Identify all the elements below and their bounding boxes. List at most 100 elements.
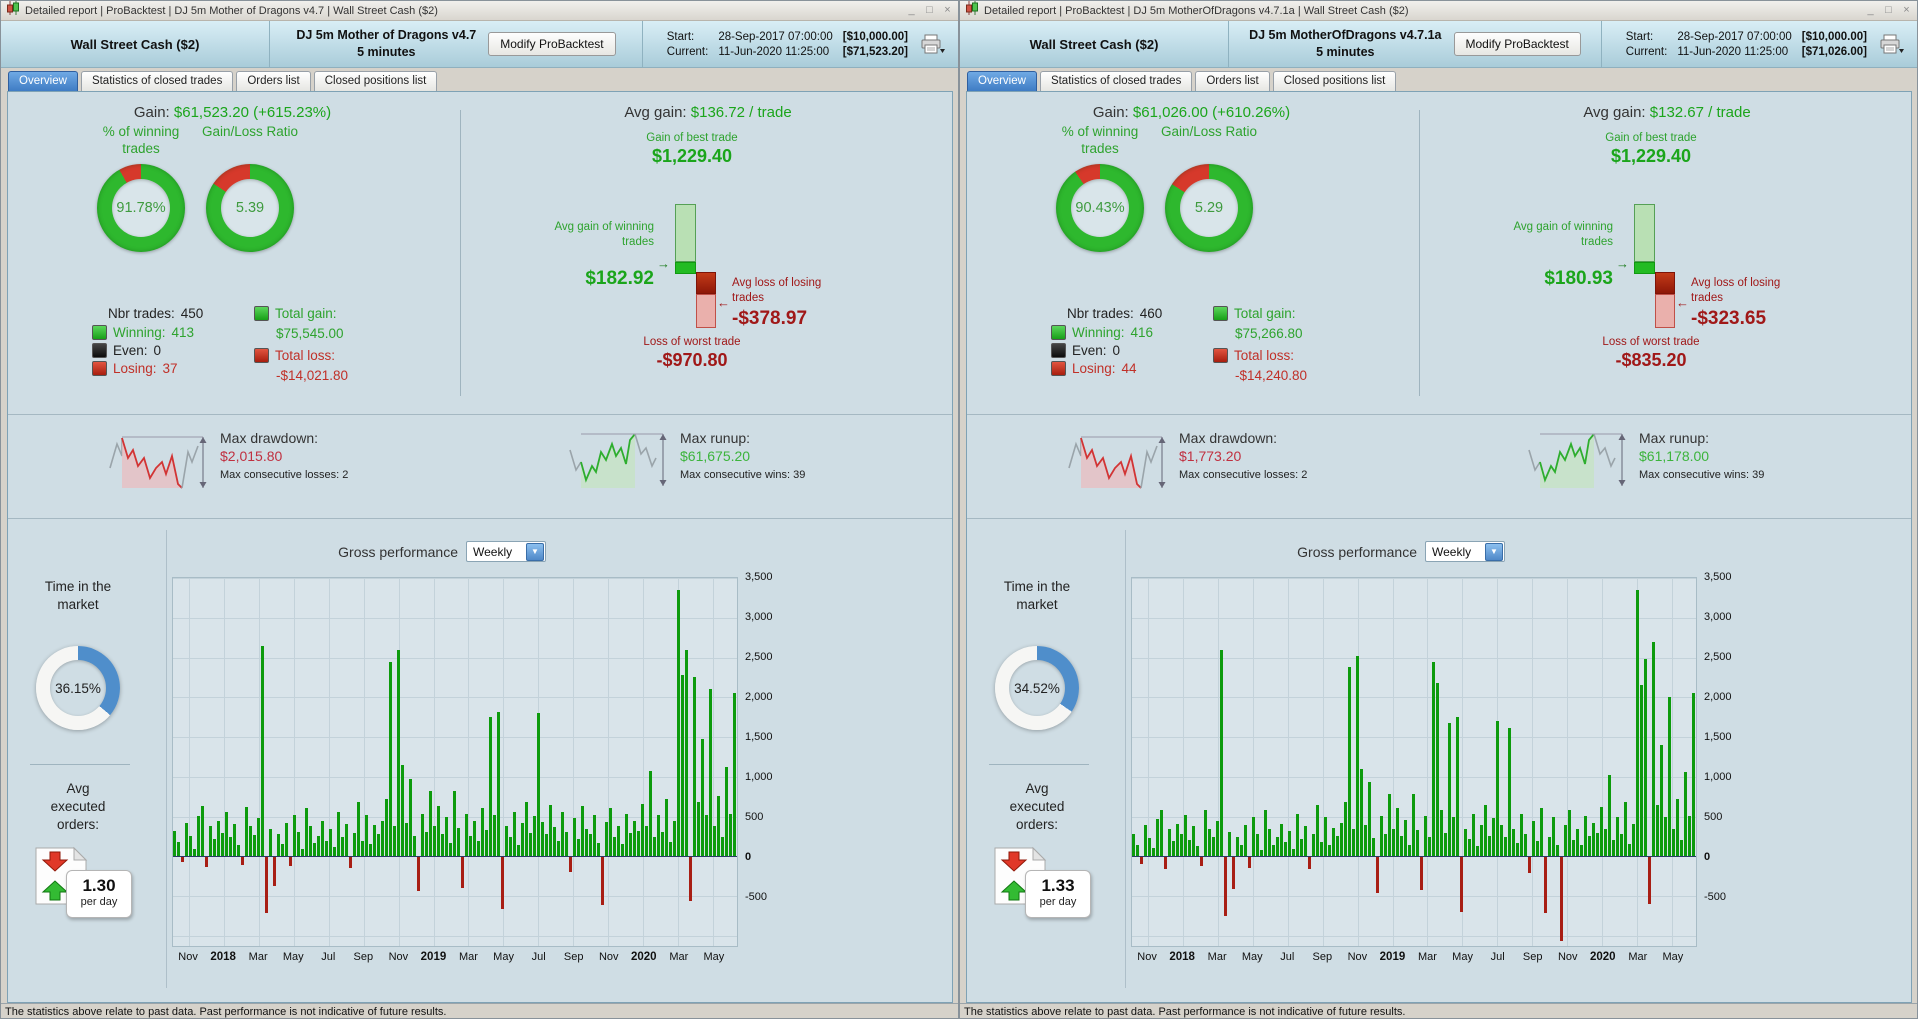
x-tick-label: May <box>703 951 725 963</box>
modify-probacktest-button[interactable]: Modify ProBacktest <box>1453 32 1581 56</box>
chart-bar <box>1148 838 1152 857</box>
close-icon[interactable]: × <box>1903 4 1910 16</box>
losing-swatch <box>92 361 107 376</box>
chart-bar <box>1240 845 1244 857</box>
avg-loss-bar <box>696 272 716 294</box>
titlebar[interactable]: Detailed report | ProBacktest | DJ 5m Mo… <box>960 1 1917 21</box>
chart-bar <box>1304 826 1308 857</box>
chevron-down-icon[interactable]: ▼ <box>1485 542 1503 561</box>
avg-loss-bar <box>1655 272 1675 294</box>
chart-bar <box>501 857 505 910</box>
zero-axis-line <box>1132 856 1696 858</box>
chart-x-axis: Nov 2018 Mar May Jul Sep Nov 2019 Mar May Jul Sep No… <box>1131 951 1697 967</box>
winning-trades-donut: 90.43% <box>1056 164 1144 252</box>
y-tick-label: 1,000 <box>1704 771 1732 783</box>
chart-bar <box>1628 843 1632 857</box>
gain-label: Gain: <box>133 104 170 121</box>
chart-bar <box>669 842 673 857</box>
minimize-icon[interactable]: _ <box>1867 4 1874 16</box>
x-tick-label: 2020 <box>1590 951 1616 963</box>
tab-orders-list[interactable]: Orders list <box>1195 71 1270 91</box>
total-gain-value: $75,266.80 <box>1235 326 1303 341</box>
y-tick-label: 0 <box>745 851 752 863</box>
chart-bar <box>1144 825 1148 857</box>
chart-bar <box>1632 823 1636 857</box>
chart-bar <box>1516 842 1520 857</box>
tab-orders-list[interactable]: Orders list <box>236 71 311 91</box>
chart-bar <box>1136 844 1140 857</box>
winning-swatch <box>92 325 107 340</box>
chart-bar <box>1588 835 1592 857</box>
chart-bar <box>477 841 481 857</box>
close-icon[interactable]: × <box>944 4 951 16</box>
tab-statistics-closed-trades[interactable]: Statistics of closed trades <box>1039 71 1193 91</box>
avg-win-value: $182.92 <box>585 268 654 289</box>
titlebar[interactable]: Detailed report | ProBacktest | DJ 5m Mo… <box>1 1 958 21</box>
winning-trades-title: % of winning trades <box>102 124 180 156</box>
chart-bar <box>1320 842 1324 857</box>
chart-bar <box>397 649 401 857</box>
x-tick-label: Sep <box>353 951 374 963</box>
y-tick-label: 2,000 <box>1704 691 1732 703</box>
maximize-icon[interactable]: □ <box>926 4 933 16</box>
tab-overview[interactable]: Overview <box>8 71 78 91</box>
gross-performance-chart[interactable] <box>172 577 738 947</box>
even-swatch <box>1051 343 1066 358</box>
current-date: 11-Jun-2020 11:25:00 <box>718 45 830 58</box>
chart-bar <box>1312 834 1316 857</box>
chart-bar <box>317 835 321 857</box>
chart-bar <box>1236 836 1240 857</box>
x-tick-label: Nov <box>388 951 409 963</box>
chart-bar <box>1576 828 1580 857</box>
modify-probacktest-button[interactable]: Modify ProBacktest <box>488 32 616 56</box>
gridline <box>173 776 737 778</box>
arrow-left-icon: ← <box>1676 295 1689 310</box>
x-tick-label: Nov <box>1137 951 1157 963</box>
chart-bar <box>657 815 661 857</box>
print-icon[interactable] <box>920 34 946 55</box>
chart-bar <box>413 835 417 857</box>
avg-orders-box: 1.30 per day <box>66 870 132 918</box>
gridline <box>173 697 737 699</box>
gridline <box>1132 657 1696 659</box>
gross-performance-period-select[interactable]: Weekly ▼ <box>466 541 546 562</box>
winning-row: Winning: 416 <box>1051 325 1153 340</box>
max-drawdown-block: Max drawdown: $1,773.20 Max consecutive … <box>1179 430 1307 481</box>
chart-bar <box>729 813 733 857</box>
y-tick-label: 2,500 <box>1704 651 1732 663</box>
tab-bar: Overview Statistics of closed trades Ord… <box>1 68 958 91</box>
gross-performance-period-select[interactable]: Weekly ▼ <box>1425 541 1505 562</box>
minimize-icon[interactable]: _ <box>908 4 915 16</box>
avg-gain-line: Avg gain: $136.72 / trade <box>464 104 952 121</box>
chart-bar <box>357 802 361 857</box>
x-tick-label: Mar <box>669 951 689 963</box>
x-tick-label: Nov <box>598 951 619 963</box>
avg-loss-label: Avg loss of losing trades <box>1691 277 1781 304</box>
tab-closed-positions-list[interactable]: Closed positions list <box>1272 71 1397 91</box>
gridline <box>643 578 645 946</box>
print-icon[interactable] <box>1879 34 1905 55</box>
x-tick-label: Jul <box>1490 951 1505 963</box>
tab-statistics-closed-trades[interactable]: Statistics of closed trades <box>80 71 234 91</box>
chart-bar <box>229 837 233 857</box>
gridline <box>173 936 737 938</box>
chevron-down-icon[interactable]: ▼ <box>526 542 544 561</box>
chart-bar <box>1692 693 1696 857</box>
chart-bar <box>213 838 217 857</box>
chart-bar <box>1468 838 1472 857</box>
chart-bar <box>1216 820 1220 857</box>
gain-value: $61,026.00 (+610.26%) <box>1132 104 1291 121</box>
tab-overview[interactable]: Overview <box>967 71 1037 91</box>
maximize-icon[interactable]: □ <box>1885 4 1892 16</box>
chart-bar <box>285 823 289 857</box>
chart-bar <box>429 791 433 857</box>
chart-bar <box>1408 844 1412 857</box>
chart-bar <box>569 857 573 872</box>
chart-bar <box>1548 836 1552 857</box>
chart-bar <box>1524 834 1528 857</box>
winning-count: 416 <box>1130 325 1154 340</box>
tab-closed-positions-list[interactable]: Closed positions list <box>313 71 438 91</box>
gross-performance-chart[interactable] <box>1131 577 1697 947</box>
chart-bar <box>433 826 437 857</box>
chart-bar <box>409 778 413 857</box>
